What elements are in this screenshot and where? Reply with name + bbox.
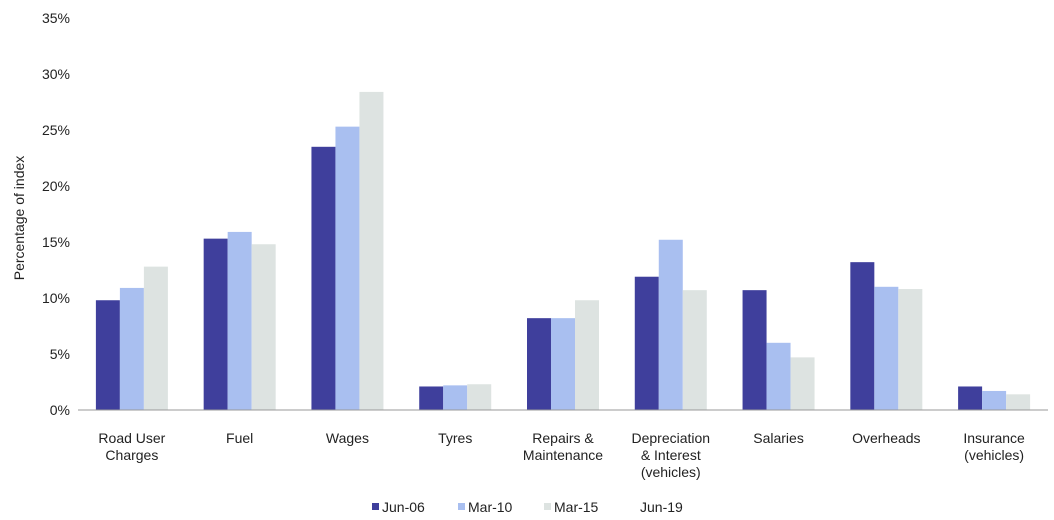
x-tick-label: Overheads — [852, 430, 920, 446]
bar-jun-06 — [742, 290, 767, 410]
bar-jun-06 — [95, 300, 120, 410]
x-tick-label: Fuel — [226, 430, 253, 446]
x-tick-label: Insurance (vehicles) — [963, 430, 1025, 463]
bar-mar-15 — [898, 289, 923, 410]
legend-swatch — [458, 503, 465, 510]
bar-mar-10 — [766, 342, 791, 410]
y-axis-label: Percentage of index — [11, 156, 27, 281]
y-tick-label: 30% — [42, 66, 70, 82]
bar-mar-10 — [227, 231, 252, 410]
x-tick-label: Tyres — [438, 430, 472, 446]
legend-label: Mar-15 — [554, 499, 599, 515]
bar-mar-10 — [874, 286, 899, 410]
bar-mar-15 — [790, 357, 815, 410]
bar-jun-06 — [958, 386, 983, 410]
y-tick-label: 5% — [50, 346, 70, 362]
x-tick-label: Road User Charges — [98, 430, 165, 463]
bar-mar-10 — [551, 318, 575, 410]
legend-swatch — [544, 503, 551, 510]
x-tick-label: Depreciation & Interest (vehicles) — [631, 430, 710, 480]
legend-label: Jun-19 — [640, 499, 683, 515]
y-tick-label: 0% — [50, 402, 70, 418]
bar-mar-15 — [467, 384, 492, 410]
y-tick-label: 20% — [42, 178, 70, 194]
bar-mar-10 — [119, 287, 144, 410]
bar-mar-15 — [143, 266, 168, 410]
legend-label: Mar-10 — [468, 499, 513, 515]
bar-mar-10 — [335, 126, 360, 410]
bar-mar-15 — [575, 300, 599, 410]
bar-jun-06 — [311, 146, 336, 411]
x-tick-label: Salaries — [753, 430, 804, 446]
bar-jun-06 — [527, 318, 551, 410]
bar-mar-10 — [443, 385, 468, 410]
x-tick-label: Repairs & Maintenance — [523, 430, 603, 463]
bar-jun-06 — [850, 262, 875, 410]
legend-label: Jun-06 — [382, 499, 425, 515]
bar-mar-15 — [682, 290, 707, 410]
x-tick-label: Wages — [326, 430, 369, 446]
y-tick-label: 10% — [42, 290, 70, 306]
bar-mar-10 — [658, 239, 683, 410]
bar-mar-10 — [982, 390, 1007, 410]
bar-jun-06 — [419, 386, 444, 410]
legend-swatch — [372, 503, 379, 510]
y-tick-label: 35% — [42, 10, 70, 26]
bar-mar-15 — [251, 244, 276, 410]
bar-mar-15 — [1006, 394, 1031, 410]
bar-jun-06 — [203, 238, 228, 410]
bar-mar-15 — [359, 91, 384, 411]
legend-swatch — [630, 503, 637, 510]
bar-jun-06 — [634, 276, 659, 410]
y-tick-label: 15% — [42, 234, 70, 250]
y-tick-label: 25% — [42, 122, 70, 138]
